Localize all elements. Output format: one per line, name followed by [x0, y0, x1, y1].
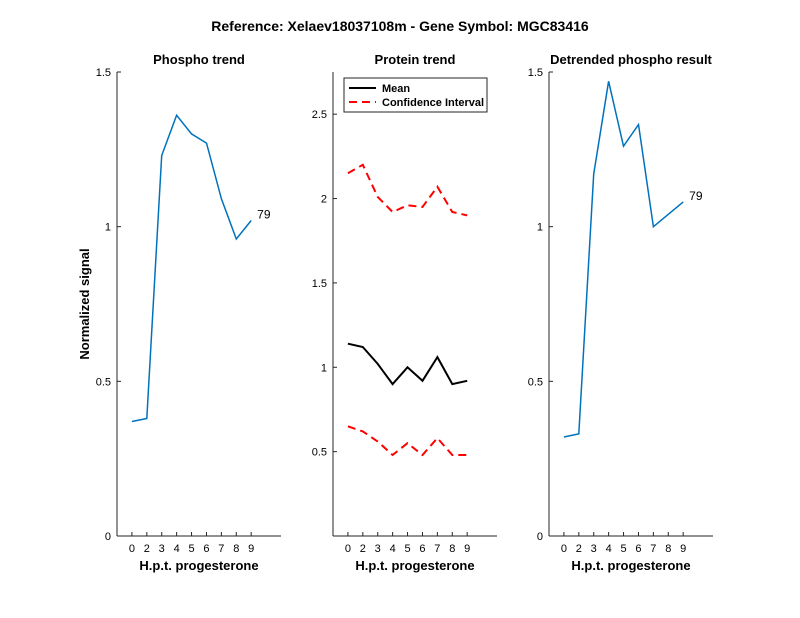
x-tick-label: 6 — [635, 543, 641, 555]
series-line-1 — [563, 81, 684, 438]
y-tick-label: 0.5 — [528, 376, 543, 388]
x-tick-label: 0 — [345, 543, 351, 555]
legend-entry: Mean — [382, 83, 410, 95]
y-tick-label: 0.5 — [312, 447, 327, 459]
y-tick-label: 0 — [537, 531, 543, 543]
end-point-label: 79 — [689, 189, 703, 203]
y-tick-label: 1 — [105, 222, 111, 234]
x-tick-label: 2 — [144, 543, 150, 555]
x-tick-label: 4 — [606, 543, 612, 555]
x-tick-label: 8 — [233, 543, 239, 555]
x-tick-label: 3 — [591, 543, 597, 555]
series-line-3 — [347, 425, 468, 457]
chart-title: Detrended phospho result — [550, 52, 712, 67]
legend-box — [343, 77, 488, 113]
x-tick-label: 6 — [203, 543, 209, 555]
y-tick-label: 1 — [537, 222, 543, 234]
figure-title: Reference: Xelaev18037108m - Gene Symbol… — [211, 18, 589, 34]
y-tick-label: 1 — [321, 362, 327, 374]
x-tick-label: 4 — [174, 543, 180, 555]
end-point-label: 79 — [257, 207, 271, 221]
y-tick-label: 2.5 — [312, 109, 327, 121]
x-tick-label: 2 — [576, 543, 582, 555]
x-tick-label: 7 — [650, 543, 656, 555]
y-tick-label: 1.5 — [528, 67, 543, 79]
chart-title: Phospho trend — [153, 52, 245, 67]
x-tick-label: 7 — [218, 543, 224, 555]
x-tick-label: 5 — [620, 543, 626, 555]
x-tick-label: 8 — [449, 543, 455, 555]
x-tick-label: 9 — [464, 543, 470, 555]
x-axis-label: H.p.t. progesterone — [355, 558, 474, 573]
x-tick-label: 5 — [404, 543, 410, 555]
x-axis-label: H.p.t. progesterone — [571, 558, 690, 573]
legend-entry: Confidence Interval — [382, 97, 484, 109]
x-tick-label: 7 — [434, 543, 440, 555]
x-tick-label: 9 — [248, 543, 254, 555]
y-tick-label: 1.5 — [312, 278, 327, 290]
series-line-1 — [131, 113, 252, 423]
y-tick-label: 2 — [321, 194, 327, 206]
x-tick-label: 0 — [561, 543, 567, 555]
x-tick-label: 8 — [665, 543, 671, 555]
series-line-2 — [347, 163, 468, 217]
x-tick-label: 2 — [360, 543, 366, 555]
x-axis-label: H.p.t. progesterone — [139, 558, 258, 573]
series-line-1 — [347, 342, 468, 386]
x-tick-label: 5 — [188, 543, 194, 555]
y-tick-label: 0 — [105, 531, 111, 543]
y-axis-label: Normalized signal — [77, 248, 92, 359]
x-tick-label: 0 — [129, 543, 135, 555]
x-tick-label: 6 — [419, 543, 425, 555]
y-tick-label: 1.5 — [96, 67, 111, 79]
x-tick-label: 9 — [680, 543, 686, 555]
x-tick-label: 3 — [375, 543, 381, 555]
legend: Mean Confidence Interval — [343, 77, 488, 113]
x-tick-label: 4 — [390, 543, 396, 555]
y-tick-label: 0.5 — [96, 376, 111, 388]
x-tick-label: 3 — [159, 543, 165, 555]
chart-title: Protein trend — [375, 52, 456, 67]
